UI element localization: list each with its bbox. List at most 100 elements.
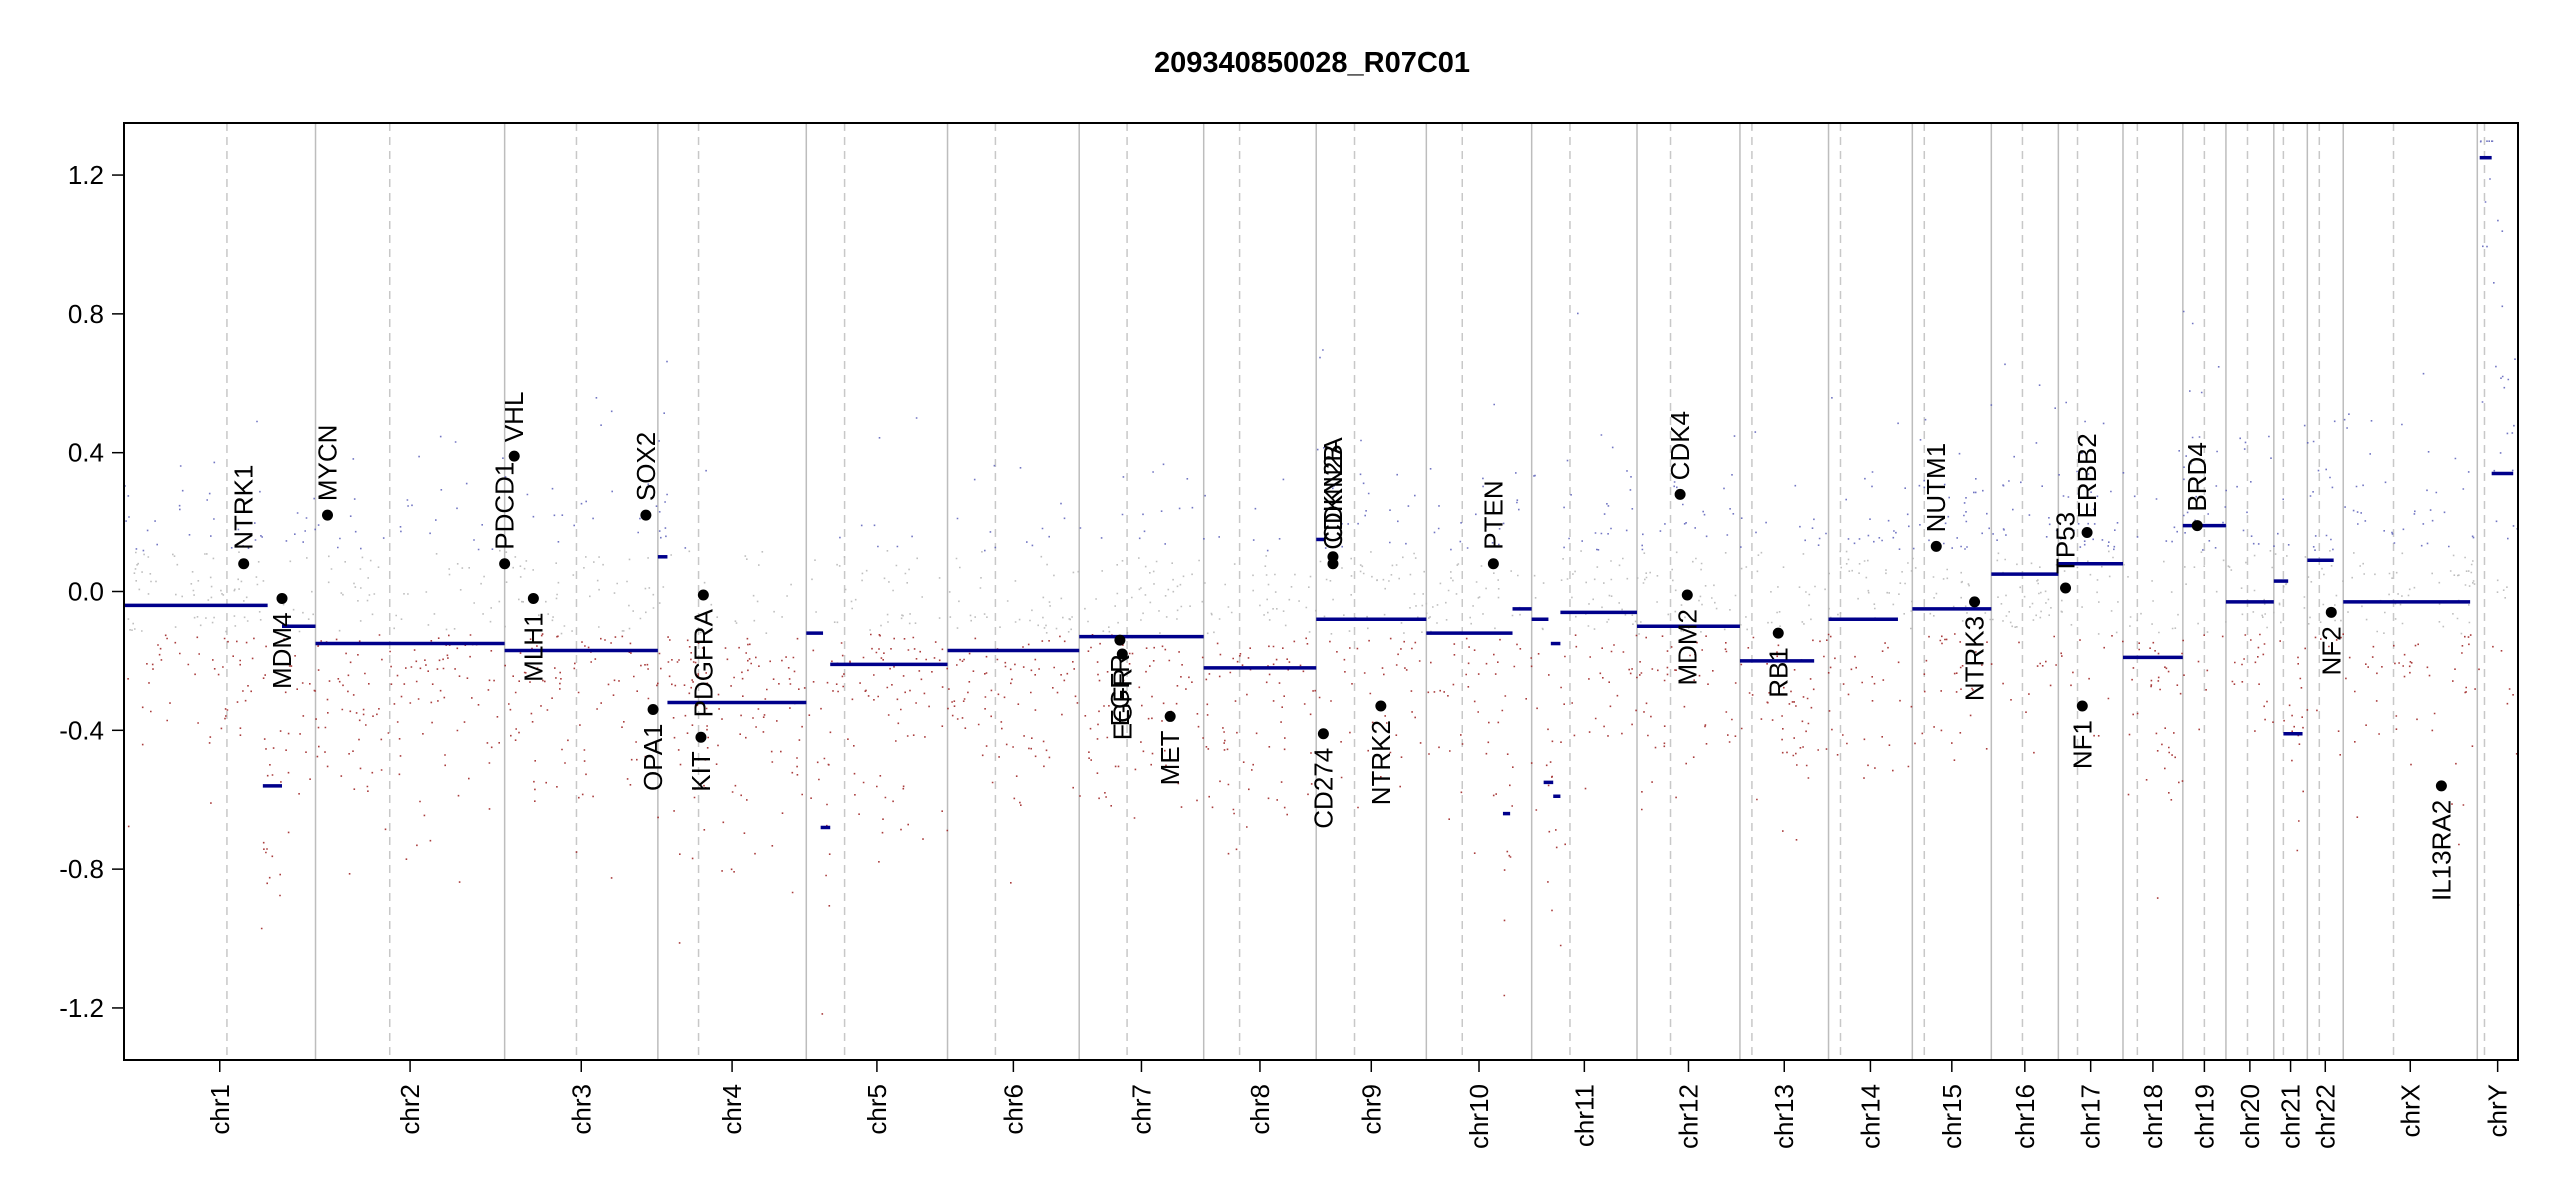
probe-point-group	[1079, 463, 1205, 545]
plot-frame	[123, 122, 2519, 1061]
x-tick-label: chr21	[2276, 1084, 2306, 1149]
gene-label: EGFR	[1105, 654, 1135, 726]
x-tick-label: chr7	[1126, 1084, 1156, 1135]
x-tick-label: chr19	[2189, 1084, 2219, 1149]
probe-point-group	[1428, 563, 1521, 634]
gene-point	[499, 558, 511, 570]
gene-point	[508, 450, 520, 462]
probe-point-group	[2347, 552, 2476, 635]
probe-point-group	[1533, 550, 1639, 631]
gene-point	[1116, 648, 1128, 660]
gene-label: EGFR	[1107, 668, 1137, 740]
gene-point	[1114, 634, 1126, 646]
x-tick-label: chr16	[2010, 1084, 2040, 1149]
chromosome-separators	[226, 123, 2486, 1060]
gene-label: CDKN2A	[1318, 437, 1348, 543]
probe-point-group	[2277, 424, 2309, 546]
probe-point-group	[2496, 579, 2508, 599]
gene-label: VHL	[499, 392, 529, 443]
gene-point	[2191, 520, 2203, 532]
gene-point	[1681, 589, 1693, 601]
gene-point	[695, 731, 707, 743]
gene-label: OPA1	[638, 723, 668, 790]
y-tick-label: -0.8	[59, 854, 104, 884]
gene-label: PDCD1	[490, 462, 520, 550]
probe-point-group	[1204, 478, 1285, 552]
probe-point-group	[1831, 397, 1910, 550]
gene-point	[527, 592, 539, 604]
y-tick-label: -1.2	[59, 993, 104, 1023]
x-tick-label: chr10	[1464, 1084, 1494, 1149]
probe-point-group	[948, 635, 1081, 884]
probe-point-group	[127, 634, 317, 930]
x-tick-label: chr5	[862, 1084, 892, 1135]
probe-point-group	[658, 550, 792, 634]
gene-point	[2325, 606, 2337, 618]
probe-point-group	[658, 636, 806, 944]
probe-point-group	[1084, 634, 1204, 819]
gene-point	[238, 558, 250, 570]
x-tick-label: chr2	[395, 1084, 425, 1135]
probe-point-group	[2182, 310, 2227, 551]
gene-label: SOX2	[631, 432, 661, 501]
probe-point-group	[1740, 551, 1830, 631]
probe-point-group	[317, 435, 504, 551]
x-tick-label: chr6	[998, 1084, 1028, 1135]
probe-point-group	[658, 360, 707, 549]
gene-point	[276, 592, 288, 604]
probe-point-group	[1535, 634, 1638, 947]
gene-point	[2081, 527, 2093, 539]
gene-point	[321, 509, 333, 521]
probe-point-group	[2479, 140, 2519, 540]
probe-point-group	[2184, 551, 2227, 633]
gene-label: MDM4	[267, 612, 297, 689]
x-tick-label: chr8	[1245, 1084, 1275, 1135]
probe-point-group	[2127, 639, 2184, 899]
gene-point	[640, 509, 652, 521]
gene-label: NTRK2	[1366, 720, 1396, 805]
gene-label: CD274	[1308, 748, 1338, 829]
probe-point-group	[811, 550, 941, 634]
probe-point-group	[2227, 550, 2275, 629]
probe-point-group	[2274, 553, 2307, 624]
gene-point	[2076, 700, 2088, 712]
x-tick-label: chr4	[717, 1084, 747, 1135]
x-tick-label: chr13	[1769, 1084, 1799, 1149]
y-tick-label: 0.8	[68, 299, 104, 329]
y-tick-label: 0.0	[68, 577, 104, 607]
probe-point-group	[1992, 552, 2058, 628]
gene-label: NUTM1	[1921, 443, 1951, 533]
y-tick-label: 0.4	[68, 438, 104, 468]
gene-label: PTEN	[1478, 480, 1508, 549]
probe-point-group	[1914, 567, 1992, 622]
probe-point-group	[2133, 450, 2180, 543]
probe-point-group	[2231, 633, 2274, 732]
gene-label: MYCN	[312, 425, 342, 502]
probe-point-group	[1829, 550, 1914, 630]
gene-label: IL13RA2	[2426, 800, 2456, 901]
gene-point	[1375, 700, 1387, 712]
gene-point	[1327, 558, 1339, 570]
probe-point-group	[1084, 557, 1204, 634]
gene-label: RB1	[1763, 647, 1793, 698]
probe-point-group	[2183, 634, 2224, 731]
gene-markers: NTRK1 MDM4 MYCN PDCD1 VHL MLH1 SOX2 OPA1 KIT PDGF…	[229, 392, 2457, 901]
probe-point-group	[316, 634, 506, 883]
gene-point	[1772, 627, 1784, 639]
x-tick-label: chr9	[1356, 1084, 1386, 1135]
probe-point-group	[839, 417, 918, 548]
gene-point	[697, 589, 709, 601]
gene-label: NF2	[2316, 626, 2346, 675]
probe-point-group	[1205, 637, 1316, 855]
gene-point	[647, 703, 659, 715]
gene-point	[1164, 710, 1176, 722]
gene-point	[1930, 540, 1942, 552]
y-tick-label: -0.4	[59, 715, 104, 745]
probe-point-group	[2236, 435, 2275, 547]
probe-point-group	[948, 551, 1080, 634]
gene-label: TP53	[2051, 512, 2081, 574]
gene-label: CDK4	[1665, 411, 1695, 480]
gene-label: CDKN2B	[1318, 444, 1348, 549]
y-axis: -1.2 -0.8 -0.4 0.0 0.4 0.8 1.2	[59, 160, 124, 1023]
x-tick-label: chr14	[1855, 1084, 1885, 1149]
